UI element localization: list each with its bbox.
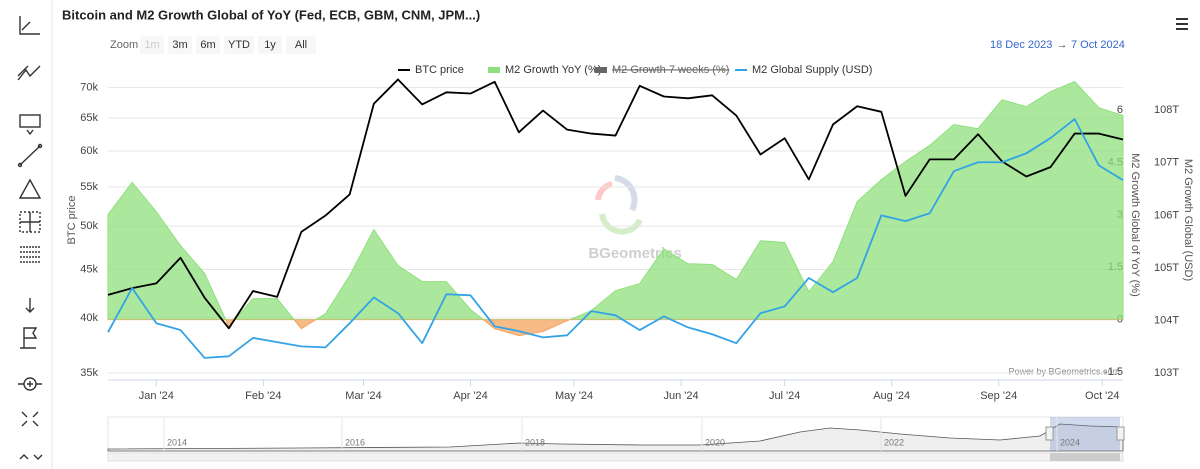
- tool-segment[interactable]: [17, 143, 43, 168]
- y3-axis-title: M2 Growth Global (USD): [1182, 159, 1194, 281]
- navigator-label: 2018: [525, 437, 545, 447]
- navigator-selection[interactable]: [1050, 417, 1120, 451]
- x-tick-label: Mar '24: [345, 390, 381, 402]
- range-button: [140, 36, 164, 54]
- navigator-label: 2024: [1060, 437, 1080, 447]
- y-tick-label: 60k: [80, 145, 98, 157]
- legend-label[interactable]: M2 Growth 7 weeks (%): [612, 64, 729, 76]
- line: [107, 118, 1124, 359]
- tool-annotation[interactable]: [25, 298, 35, 313]
- x-tick-label: Feb '24: [245, 390, 281, 402]
- navigator-series: [107, 423, 1124, 452]
- navigator-label: 2020: [705, 437, 725, 447]
- y2-axis-title: M2 Growth Global of YoY (%): [1129, 153, 1141, 296]
- tool-label[interactable]: [19, 114, 41, 136]
- y3-tick-label: 107T: [1154, 157, 1179, 169]
- y-tick-label: 50k: [80, 220, 98, 232]
- line: [107, 78, 1124, 330]
- y-tick-label: 65k: [80, 112, 98, 124]
- y-tick-label: 55k: [80, 181, 98, 193]
- legend-label[interactable]: M2 Growth YoY (%): [505, 64, 601, 76]
- x-tick-label: May '24: [555, 390, 593, 402]
- tool-fullscreen[interactable]: [21, 411, 39, 427]
- toolbar: [17, 0, 53, 469]
- tool-fibonacci[interactable]: [20, 246, 40, 263]
- x-tick-label: Oct '24: [1085, 390, 1120, 402]
- range-button-label[interactable]: YTD: [228, 39, 250, 51]
- navigator-handle[interactable]: [1116, 426, 1125, 441]
- legend-symbol[interactable]: [595, 67, 607, 73]
- range-arrow: →: [1057, 39, 1068, 51]
- y-tick-label: 70k: [80, 82, 98, 94]
- range-button-label: 1m: [144, 39, 159, 51]
- tool-measure[interactable]: [18, 178, 42, 199]
- y3-tick-label: 106T: [1154, 209, 1179, 221]
- y3-tick-label: 105T: [1154, 262, 1179, 274]
- zoom-label: Zoom: [110, 39, 138, 51]
- range-button[interactable]: [224, 36, 254, 54]
- navigator-label: 2016: [345, 437, 365, 447]
- tool-scroll[interactable]: [19, 454, 43, 460]
- legend-label[interactable]: M2 Global Supply (USD): [752, 64, 872, 76]
- scrollbar[interactable]: [107, 452, 1124, 462]
- scrollbar-thumb[interactable]: [1050, 453, 1120, 461]
- tool-crosshair[interactable]: [19, 211, 41, 233]
- y-tick-label: 45k: [80, 263, 98, 275]
- navigator: [107, 416, 1125, 462]
- navigator-handle[interactable]: [1045, 426, 1054, 441]
- tool-zoom[interactable]: [18, 377, 42, 391]
- area: [107, 80, 1124, 337]
- range-start[interactable]: 18 Dec 2023: [990, 39, 1052, 51]
- range-button[interactable]: [286, 36, 316, 54]
- watermark-logo: [595, 175, 643, 235]
- range-button-label[interactable]: All: [295, 39, 307, 51]
- range-button[interactable]: [196, 36, 220, 54]
- x-tick-label: Jul '24: [769, 390, 800, 402]
- y2-tick-label: -1.5: [1104, 366, 1123, 378]
- legend-symbol[interactable]: [488, 67, 500, 73]
- chart-title: Bitcoin and M2 Growth Global of YoY (Fed…: [62, 7, 480, 22]
- navigator-label: 2022: [884, 437, 904, 447]
- y-axis-title: BTC price: [66, 196, 78, 245]
- tool-indicators[interactable]: [19, 16, 40, 35]
- range-button-label[interactable]: 6m: [200, 39, 215, 51]
- x-tick-label: Jun '24: [664, 390, 699, 402]
- range-button-label[interactable]: 3m: [172, 39, 187, 51]
- y-tick-label: 40k: [80, 312, 98, 324]
- x-tick-label: Sep '24: [980, 390, 1017, 402]
- range-button-label[interactable]: 1y: [264, 39, 276, 51]
- y-tick-label: 35k: [80, 367, 98, 379]
- navigator-label: 2014: [167, 437, 187, 447]
- credits[interactable]: Power by BGeometrics.com: [1008, 366, 1120, 376]
- range-end[interactable]: 7 Oct 2024: [1071, 39, 1125, 51]
- x-tick-label: Jan '24: [139, 390, 174, 402]
- menu-button[interactable]: [1176, 18, 1188, 30]
- range-button[interactable]: [258, 36, 282, 54]
- tool-flag[interactable]: [20, 327, 38, 349]
- y2-tick-label: 6: [1117, 104, 1123, 116]
- y3-tick-label: 108T: [1154, 104, 1179, 116]
- y3-tick-label: 104T: [1154, 314, 1179, 326]
- y3-tick-label: 103T: [1154, 367, 1179, 379]
- x-tick-label: Apr '24: [453, 390, 488, 402]
- tool-lines[interactable]: [17, 65, 41, 81]
- range-button[interactable]: [168, 36, 192, 54]
- legend-label[interactable]: BTC price: [415, 64, 464, 76]
- x-tick-label: Aug '24: [873, 390, 910, 402]
